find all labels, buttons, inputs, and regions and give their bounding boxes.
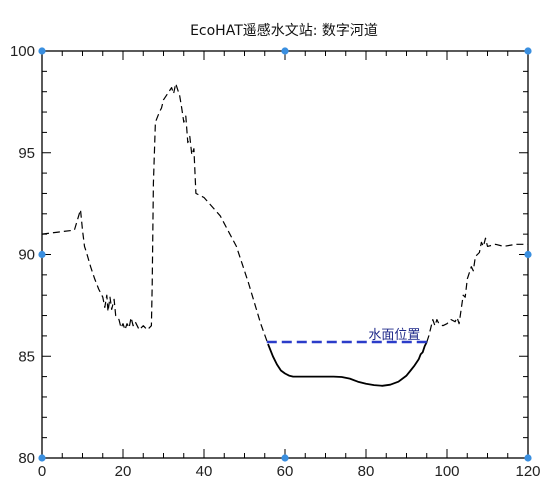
frame-marker [38,250,46,259]
y-tick-label: 90 [18,247,35,264]
riverbank-profile-dashed-line [41,83,269,345]
riverbed-submerged-line [267,341,428,387]
plot-frame [41,50,529,459]
water-level-label: 水面位置 [368,328,420,343]
x-tick-label: 120 [515,463,540,480]
frame-marker [524,454,532,462]
x-tick-label: 100 [434,463,459,480]
y-tick-label: 100 [10,43,35,60]
tick-labels: 0 20 40 60 80 100 120 80 85 90 95 100 [10,43,541,480]
axis-ticks [41,50,529,459]
riverbank-profile-dashed-line [426,237,528,343]
x-tick-label: 60 [277,463,294,480]
frame-marker [524,47,532,55]
frame-marker [38,47,46,55]
frame-marker [524,250,532,259]
corner-markers [38,47,532,462]
x-tick-label: 20 [115,463,132,480]
series-layer [41,83,528,387]
y-tick-label: 85 [18,348,35,365]
x-tick-label: 80 [358,463,375,480]
x-tick-label: 40 [196,463,213,480]
frame-marker [38,454,46,462]
water-level-layer: 水面位置 [266,328,429,344]
frame-marker [281,47,289,55]
chart-title: EcoHAT遥感水文站: 数字河道 [190,22,378,39]
y-tick-label: 80 [18,450,35,467]
x-tick-label: 0 [38,463,46,480]
frame-marker [281,454,289,462]
y-tick-label: 95 [18,145,35,162]
